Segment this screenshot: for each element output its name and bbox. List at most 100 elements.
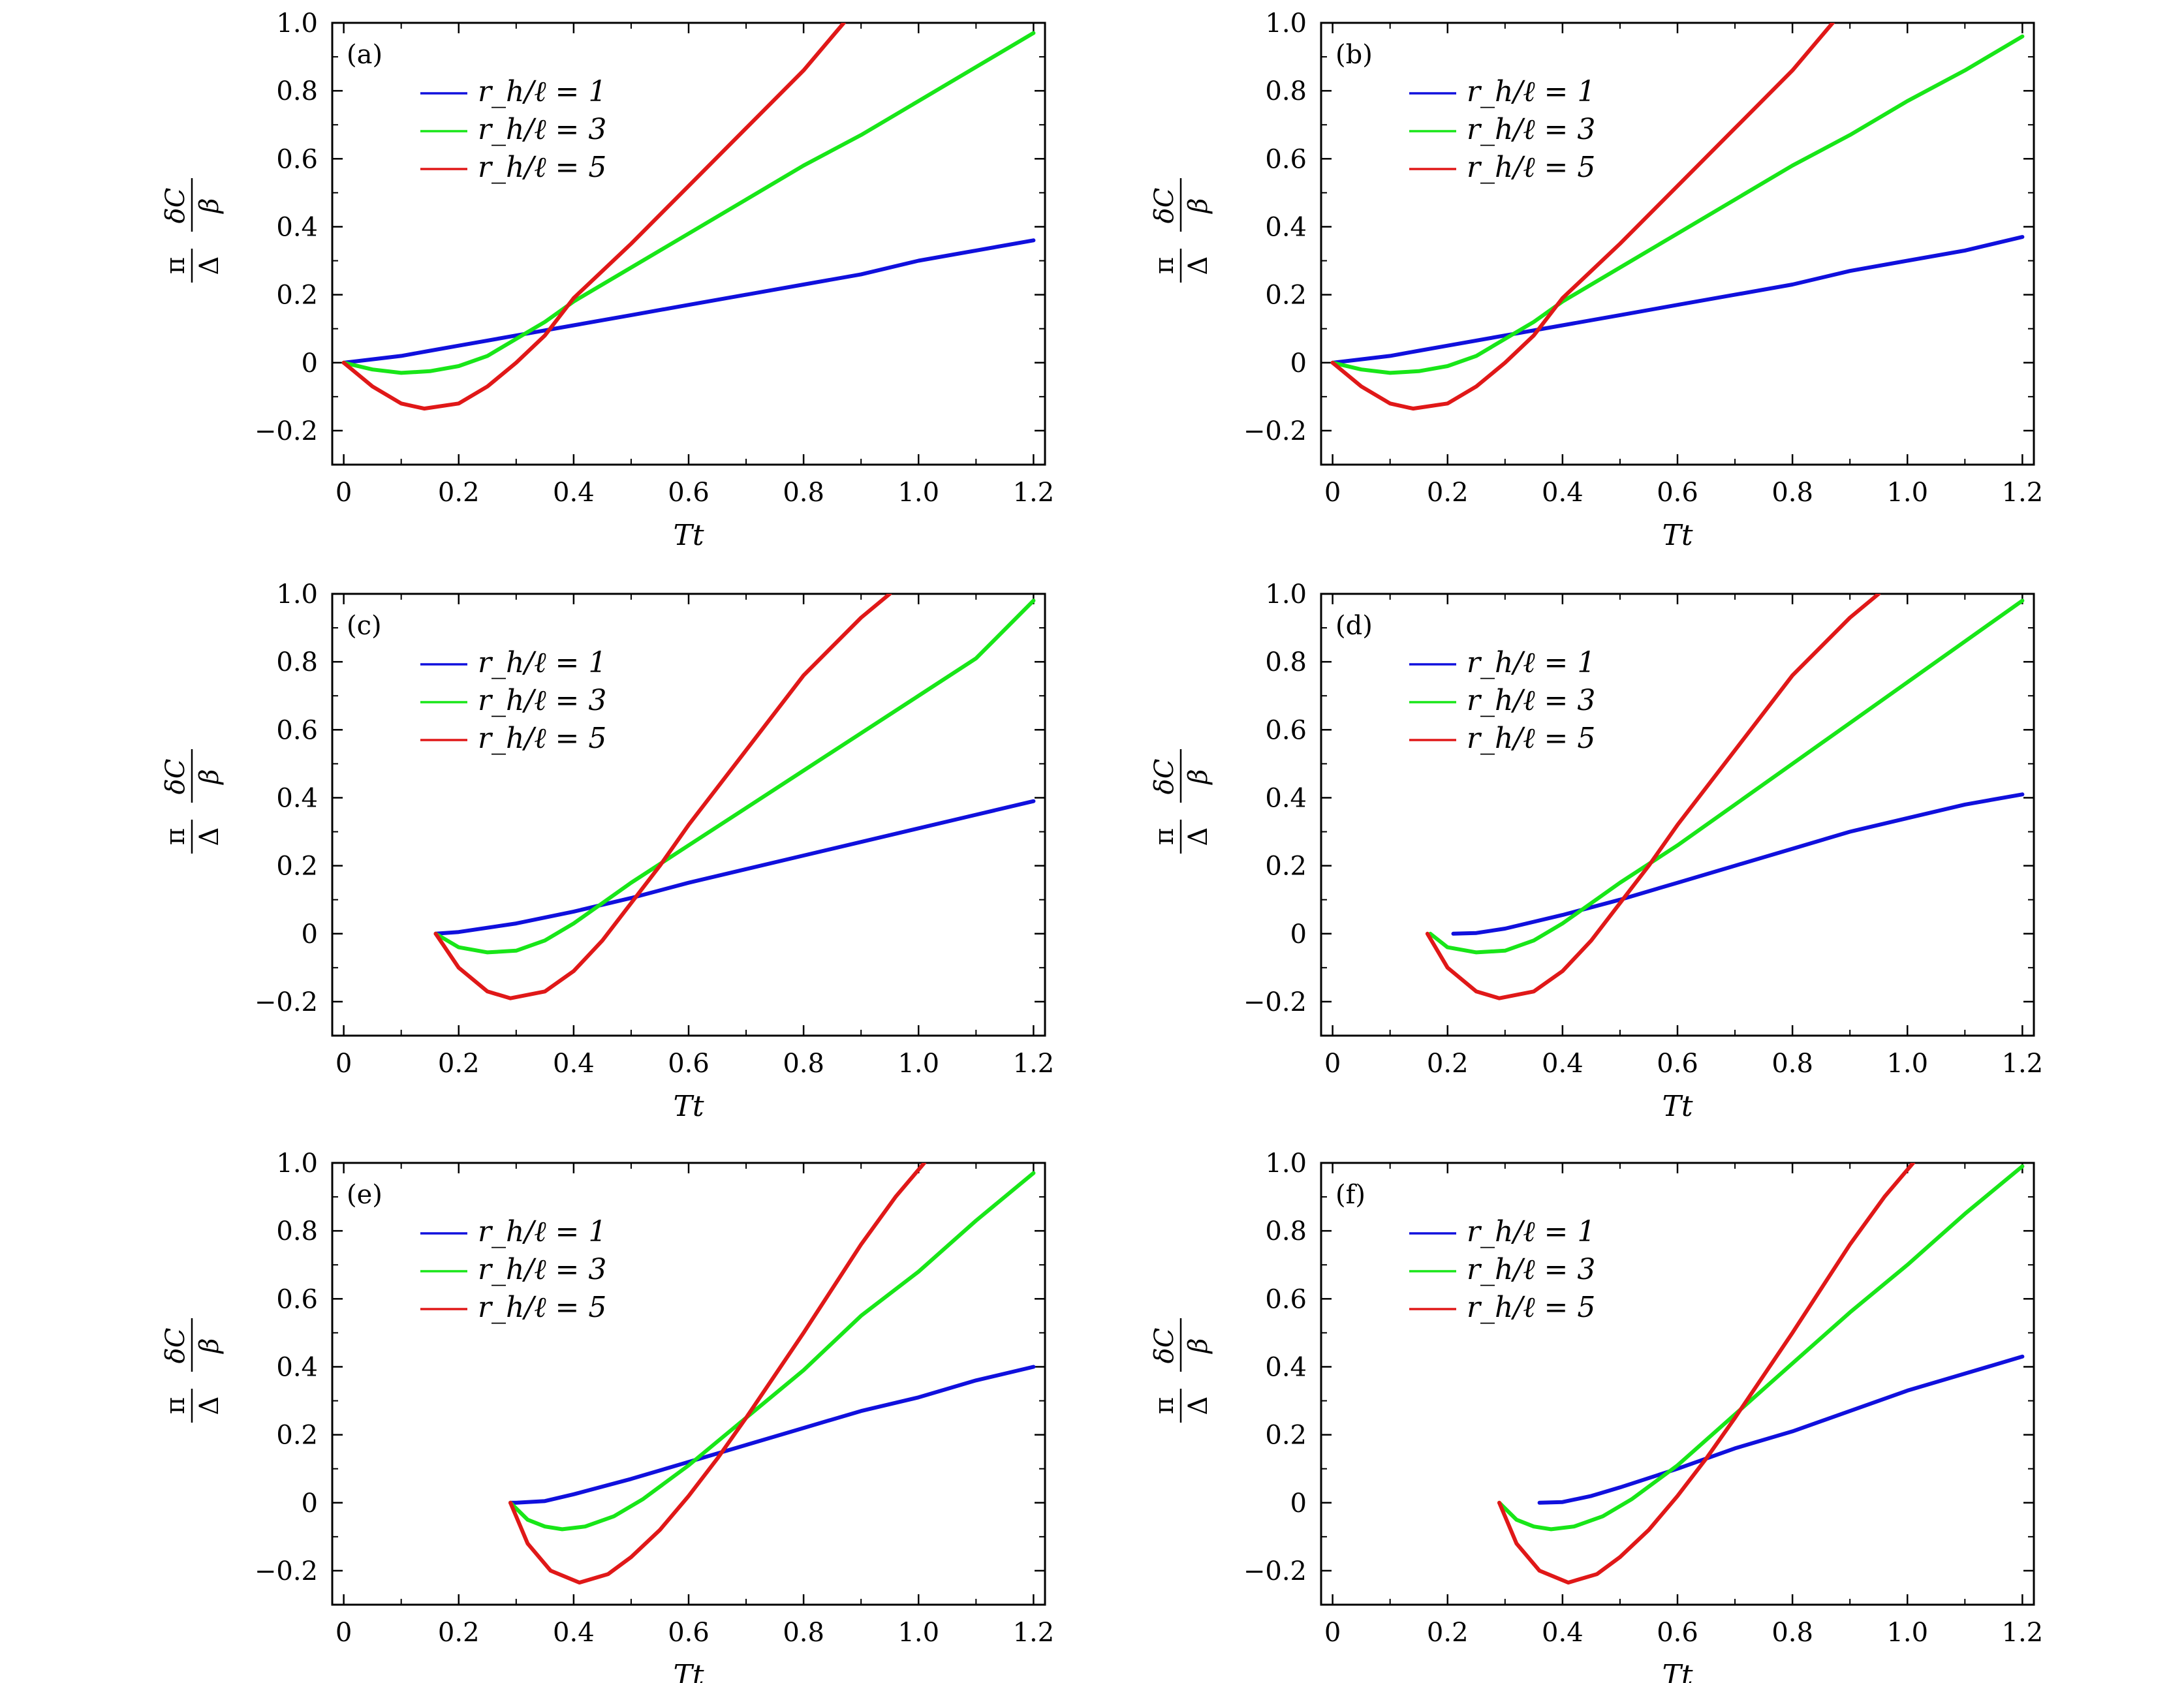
y-tick-label: 1.0 [1265,579,1307,610]
legend-label-1: r_h/ℓ = 1 [478,646,606,679]
y-label-beta: β [1183,198,1213,214]
y-label-beta: β [1183,1338,1213,1354]
y-tick-label: 0 [1290,1489,1307,1519]
y-axis-title: π δC Δβ [1149,1318,1213,1423]
series-group [1425,594,2025,1000]
chart-panel-c: 0 0.2 0.4 0.6 0.8 1.0 1.2 −0.2 0 0.2 0.4 0.6 0.8 1.0 (… [161,579,1054,1123]
y-axis-title: π δC Δβ [161,178,225,283]
x-tick-label: 1.2 [2002,1049,2044,1079]
series-group [1330,23,2025,411]
legend-label-2: r_h/ℓ = 3 [478,1253,606,1286]
y-tick-label: 0 [1290,919,1307,950]
x-tick-label: 1.0 [1886,1618,1928,1648]
y-tick-label: 0.4 [1265,212,1307,242]
y-tick-label: 0.2 [1265,1421,1307,1451]
series-group [433,594,1036,1000]
x-tick-label: 1.2 [2002,478,2044,508]
y-tick-label: 0.4 [1265,1352,1307,1382]
series-line-1 [1537,1354,2025,1505]
plot-frame [331,1162,1046,1606]
chart-panel-b: 0 0.2 0.4 0.6 0.8 1.0 1.2 −0.2 0 0.2 0.4 0.6 0.8 1.0 (… [1149,8,2043,552]
legend-label-1: r_h/ℓ = 1 [478,75,606,108]
y-label-deltaC: δC [1149,759,1179,795]
y-tick-label: 0.4 [276,783,318,813]
x-tick-label: 0.8 [783,478,824,508]
x-tick-label: 0.4 [1542,1049,1583,1079]
y-label-beta: β [1183,769,1213,785]
x-tick-label: 0.2 [438,1049,480,1079]
y-label-Delta: Δ [1183,827,1213,846]
y-tick-label: 0.2 [1265,852,1307,882]
x-axis-title: Tt [1662,519,1693,552]
legend-label-2: r_h/ℓ = 3 [1467,113,1595,146]
x-axis-title: Tt [673,1090,704,1123]
x-tick-label: 0.6 [1657,478,1698,508]
y-tick-label: 1.0 [276,8,318,39]
y-tick-label: −0.2 [255,416,318,446]
y-tick-label: 0.6 [1265,715,1307,745]
y-tick-label: 0.6 [276,1284,318,1314]
x-tick-label: 0 [1324,1618,1341,1648]
x-tick-label: 0 [1324,478,1341,508]
x-tick-label: 1.2 [1013,478,1055,508]
series-group [341,23,1036,411]
y-tick-label: 0.2 [276,281,318,311]
y-tick-label: −0.2 [255,987,318,1017]
y-tick-label: 0.4 [276,212,318,242]
x-tick-label: 0.2 [1427,1049,1469,1079]
y-tick-label: 0 [1290,348,1307,378]
y-tick-label: 1.0 [1265,8,1307,39]
x-tick-label: 0.4 [553,478,595,508]
y-tick-label: −0.2 [1243,1556,1307,1586]
y-label-Delta: Δ [1183,1397,1213,1415]
legend-label-2: r_h/ℓ = 3 [478,113,606,146]
legend-label-1: r_h/ℓ = 1 [478,1215,606,1248]
y-tick-label: 0.6 [1265,144,1307,174]
series-group [1497,1163,2025,1585]
legend-label-1: r_h/ℓ = 1 [1467,75,1595,108]
y-tick-label: 0.6 [276,144,318,174]
series-line-3 [433,594,892,1000]
legend-label-3: r_h/ℓ = 5 [478,1291,606,1324]
y-label-beta: β [195,198,225,214]
series-line-1 [433,799,1036,936]
legend-label-3: r_h/ℓ = 5 [1467,722,1595,755]
y-tick-label: 0.2 [276,852,318,882]
x-tick-label: 0 [335,1618,352,1648]
x-axis-title: Tt [673,1659,704,1683]
y-tick-label: −0.2 [1243,416,1307,446]
x-tick-label: 1.0 [1886,478,1928,508]
chart-panel-f: 0 0.2 0.4 0.6 0.8 1.0 1.2 −0.2 0 0.2 0.4 0.6 0.8 1.0 (… [1149,1149,2043,1683]
x-tick-label: 0.8 [1771,478,1813,508]
x-tick-label: 0.2 [438,1618,480,1648]
panel-label: (a) [347,40,382,70]
y-tick-label: 0 [302,348,318,378]
x-tick-label: 1.0 [1886,1049,1928,1079]
y-tick-label: 0.4 [1265,783,1307,813]
series-line-2 [1497,1164,2025,1532]
series-line-2 [433,598,1036,955]
y-label-Delta: Δ [195,1397,225,1415]
y-tick-label: 0.4 [276,1352,318,1382]
panel-label: (c) [347,611,382,641]
x-tick-label: 0 [335,478,352,508]
series-line-3 [1330,23,1835,411]
y-tick-label: 0.8 [276,647,318,677]
x-tick-label: 0.6 [1657,1049,1698,1079]
series-group [508,1163,1036,1585]
x-tick-label: 1.0 [897,1618,939,1648]
y-tick-label: 0.8 [1265,647,1307,677]
x-tick-label: 0.8 [1771,1618,1813,1648]
legend-label-2: r_h/ℓ = 3 [1467,684,1595,717]
y-axis-title: π δC Δβ [1149,178,1213,283]
legend-label-3: r_h/ℓ = 5 [478,151,606,184]
series-line-2 [341,31,1036,375]
y-tick-label: 0.8 [276,76,318,106]
y-tick-label: 1.0 [276,1149,318,1179]
x-axis-title: Tt [1662,1090,1693,1123]
y-tick-label: −0.2 [1243,987,1307,1017]
y-label-beta: β [195,1338,225,1354]
series-line-3 [341,23,846,411]
y-label-pi: π [1149,1397,1179,1414]
